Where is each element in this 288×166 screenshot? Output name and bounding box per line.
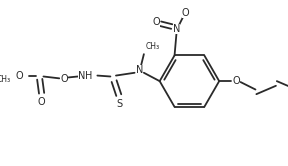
Text: N: N [136,65,143,75]
Text: O: O [38,97,46,107]
Text: N: N [78,71,85,81]
Text: O: O [232,76,240,86]
Text: CH₃: CH₃ [0,75,11,84]
Text: O: O [182,8,190,18]
Text: O: O [16,71,23,81]
Text: O: O [60,74,68,84]
Text: O: O [152,17,160,27]
Text: H: H [85,71,93,81]
Text: N: N [173,24,180,34]
Text: S: S [117,99,123,109]
Text: CH₃: CH₃ [146,42,160,51]
